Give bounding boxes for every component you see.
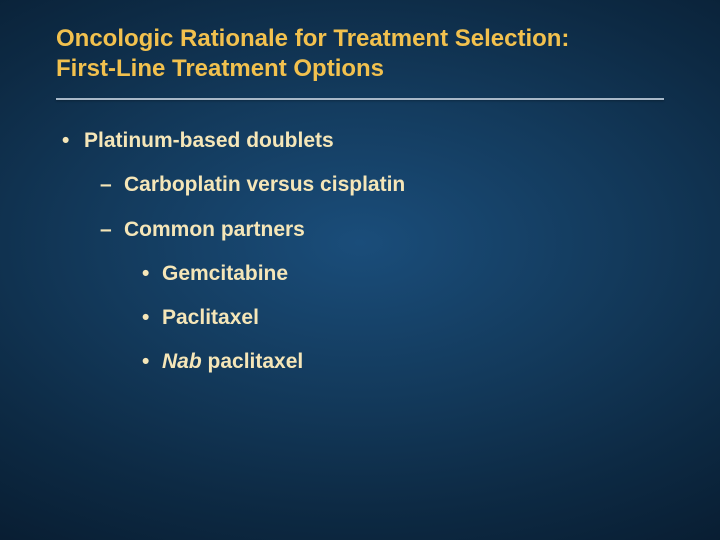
title-line-1: Oncologic Rationale for Treatment Select… bbox=[56, 25, 569, 52]
bullet-text: Platinum-based doublets bbox=[84, 129, 334, 152]
bullet-lvl2-item: Carboplatin versus cisplatin bbox=[96, 172, 664, 198]
slide: Oncologic Rationale for Treatment Select… bbox=[0, 0, 720, 540]
bullet-lvl1-item: Platinum-based doublets Carboplatin vers… bbox=[56, 128, 664, 376]
bullet-text: Carboplatin versus cisplatin bbox=[124, 173, 405, 196]
bullet-lvl3-item: Paclitaxel bbox=[138, 305, 664, 331]
slide-title: Oncologic Rationale for Treatment Select… bbox=[56, 24, 664, 84]
title-line-2: First-Line Treatment Options bbox=[56, 55, 384, 82]
bullet-lvl3-item: Nab paclitaxel bbox=[138, 349, 664, 375]
bullet-text-italic: Nab bbox=[162, 350, 202, 373]
bullet-list-lvl2: Carboplatin versus cisplatin Common part… bbox=[84, 172, 664, 375]
bullet-lvl3-item: Gemcitabine bbox=[138, 261, 664, 287]
content-body: Platinum-based doublets Carboplatin vers… bbox=[56, 128, 664, 376]
bullet-text: Common partners bbox=[124, 218, 305, 241]
bullet-text: Paclitaxel bbox=[162, 306, 259, 329]
bullet-text: paclitaxel bbox=[202, 350, 304, 373]
bullet-text: Gemcitabine bbox=[162, 262, 288, 285]
title-underline bbox=[56, 98, 664, 100]
bullet-lvl2-item: Common partners Gemcitabine Paclitaxel N… bbox=[96, 217, 664, 376]
title-block: Oncologic Rationale for Treatment Select… bbox=[56, 24, 664, 100]
bullet-list-lvl3: Gemcitabine Paclitaxel Nab paclitaxel bbox=[124, 261, 664, 376]
bullet-list-lvl1: Platinum-based doublets Carboplatin vers… bbox=[56, 128, 664, 376]
